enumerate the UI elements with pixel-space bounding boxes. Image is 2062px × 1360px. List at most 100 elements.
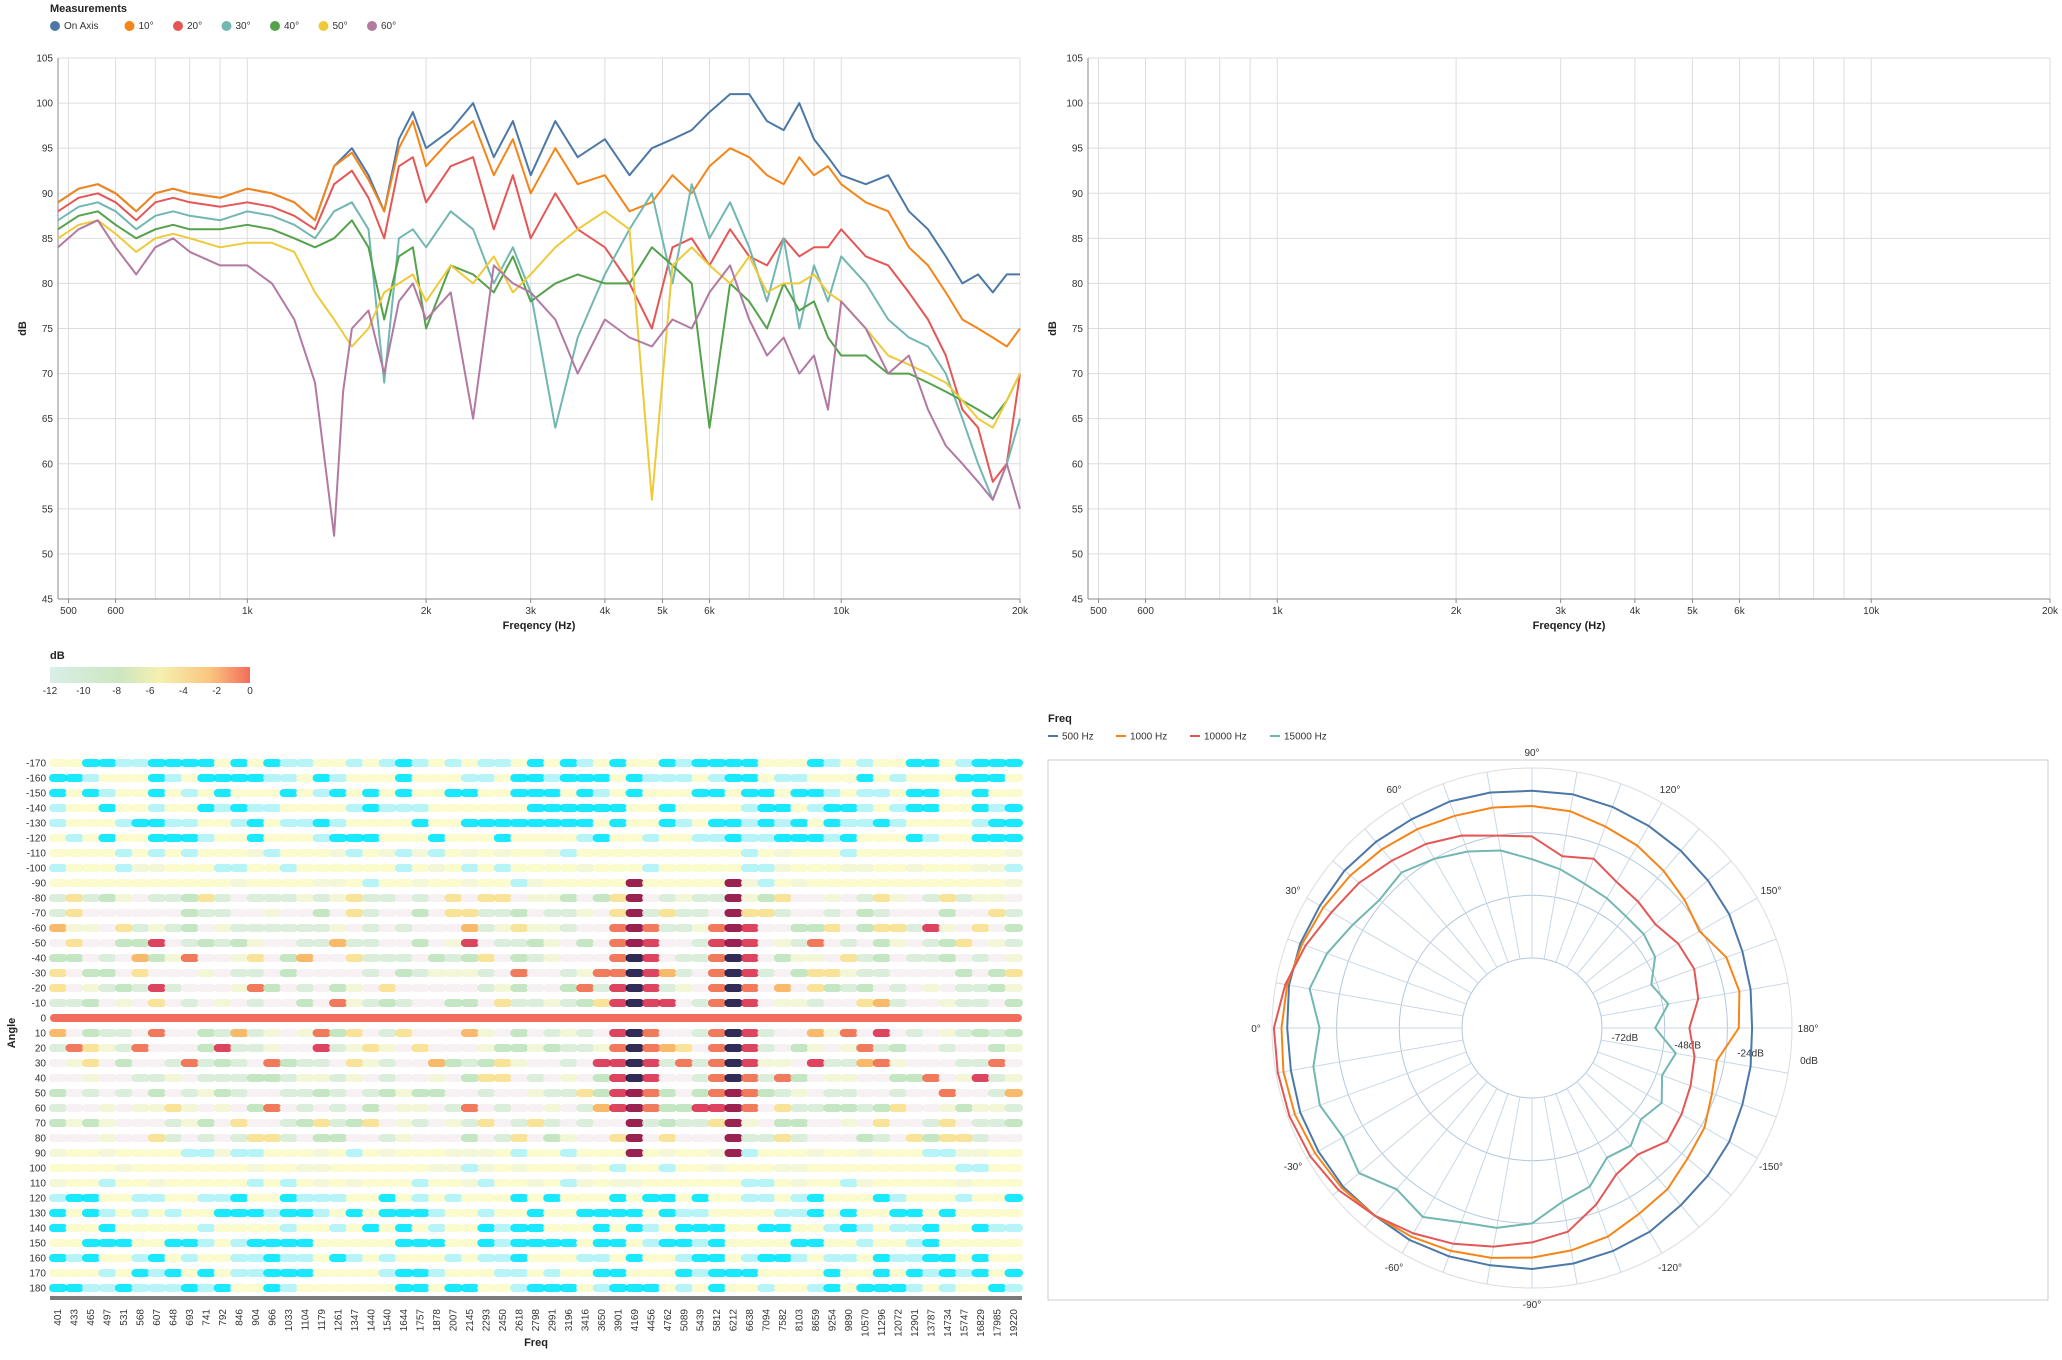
heatmap-cell [131, 849, 150, 857]
heatmap-cell [279, 1224, 299, 1232]
heatmap-cell [658, 1074, 678, 1082]
heatmap-cell [362, 864, 381, 872]
heatmap-cell [246, 1209, 266, 1217]
heatmap-cell [642, 804, 661, 812]
heatmap-cell [905, 879, 925, 887]
heatmap-cell [312, 984, 332, 992]
heatmap-cell [296, 1029, 315, 1037]
heatmap-cell [790, 1059, 809, 1067]
heatmap-cell [707, 924, 727, 932]
heatmap-cell [246, 894, 266, 902]
heatmap-cell [773, 1029, 793, 1037]
heatmap-cell [790, 1044, 809, 1052]
heatmap-cell [197, 1104, 216, 1112]
x-tick-label: 600 [107, 606, 124, 617]
heatmap-cell [592, 1269, 612, 1277]
heatmap-cell [576, 789, 595, 797]
heatmap-cell [823, 999, 842, 1007]
heatmap-cell [510, 1074, 529, 1082]
heatmap-cell [147, 1089, 167, 1097]
heatmap-cell [839, 819, 859, 827]
heatmap-cell [905, 1104, 925, 1112]
heatmap-cell [806, 834, 826, 842]
heatmap-cell [526, 1284, 546, 1292]
heatmap-cell [806, 1224, 826, 1232]
series-line-50- [57, 210, 1021, 501]
heatmap-cell [872, 1134, 892, 1142]
heatmap-cell [740, 954, 760, 962]
heatmap-cell [362, 894, 381, 902]
heatmap-cell [411, 1164, 430, 1172]
heatmap-cell [971, 1239, 991, 1247]
heatmap-cell [642, 1029, 661, 1037]
heatmap-cell [263, 819, 282, 827]
heatmap-cell [378, 1179, 397, 1187]
heatmap-cell [592, 1104, 612, 1112]
heatmap-cell [625, 1149, 645, 1157]
heatmap-cell [263, 1029, 282, 1037]
heatmap-cell [279, 1209, 299, 1217]
heatmap-cell [246, 1089, 266, 1097]
heatmap-cell [658, 1164, 678, 1172]
heatmap-cell [180, 969, 200, 977]
heatmap-cell [592, 1284, 612, 1292]
heatmap-cell [938, 1224, 958, 1232]
heatmap-cell [378, 1194, 397, 1202]
heatmap-cell [362, 1089, 381, 1097]
heatmap-cell [988, 969, 1007, 977]
heatmap-cell [65, 924, 84, 932]
heatmap-cell [905, 924, 925, 932]
heatmap-cell [131, 924, 150, 932]
heatmap-cell [444, 1239, 463, 1247]
heatmap-cell [230, 864, 249, 872]
heatmap-cell [839, 1089, 859, 1097]
heatmap-cell [790, 1179, 809, 1187]
heatmap-cell [658, 939, 678, 947]
heatmap-cell [642, 1119, 661, 1127]
heatmap-cell [98, 939, 117, 947]
heatmap-cell [427, 1254, 447, 1262]
heatmap-cell [658, 1239, 678, 1247]
heatmap-cell [740, 1104, 760, 1112]
heatmap-cell [559, 1104, 579, 1112]
heatmap-cell [938, 1284, 958, 1292]
heatmap-cell [477, 1044, 496, 1052]
heatmap-cell [493, 849, 513, 857]
heatmap-cell [263, 999, 282, 1007]
heatmap-cell [394, 819, 414, 827]
heatmap-cell [559, 1059, 579, 1067]
heatmap-cell [988, 819, 1007, 827]
heatmap-cell [938, 819, 958, 827]
heatmap-cell [246, 939, 266, 947]
heatmap-cell [839, 1074, 859, 1082]
heatmap-cell [773, 849, 793, 857]
heatmap-cell [279, 1104, 299, 1112]
heatmap-cell [757, 804, 776, 812]
colorbar-tick-label: -6 [146, 686, 155, 697]
x-tick-label: 1033 [284, 1309, 295, 1332]
y-tick-label: 170 [29, 1269, 46, 1280]
heatmap-cell [526, 1074, 546, 1082]
heatmap-cell [625, 819, 645, 827]
heatmap-cell [757, 774, 776, 782]
heatmap-cell [345, 1059, 365, 1067]
heatmap-cell [757, 1164, 776, 1172]
heatmap-cell [246, 789, 266, 797]
heatmap-cell [164, 969, 183, 977]
heatmap-cell [394, 1269, 414, 1277]
heatmap-cell [197, 879, 216, 887]
heatmap-cell [922, 1194, 941, 1202]
heatmap-cell [345, 909, 365, 917]
x-tick-label: 9254 [828, 1309, 839, 1332]
heatmap-cell [460, 939, 480, 947]
heatmap-cell [394, 954, 414, 962]
heatmap-cell [642, 789, 661, 797]
heatmap-cell [279, 939, 299, 947]
heatmap-cell [675, 1104, 694, 1112]
heatmap-cell [213, 759, 233, 767]
heatmap-cell [740, 909, 760, 917]
heatmap-cell [642, 774, 661, 782]
polar-angle-label: 60° [1386, 785, 1401, 796]
heatmap-cell [740, 1209, 760, 1217]
x-tick-label: 1644 [399, 1309, 410, 1332]
